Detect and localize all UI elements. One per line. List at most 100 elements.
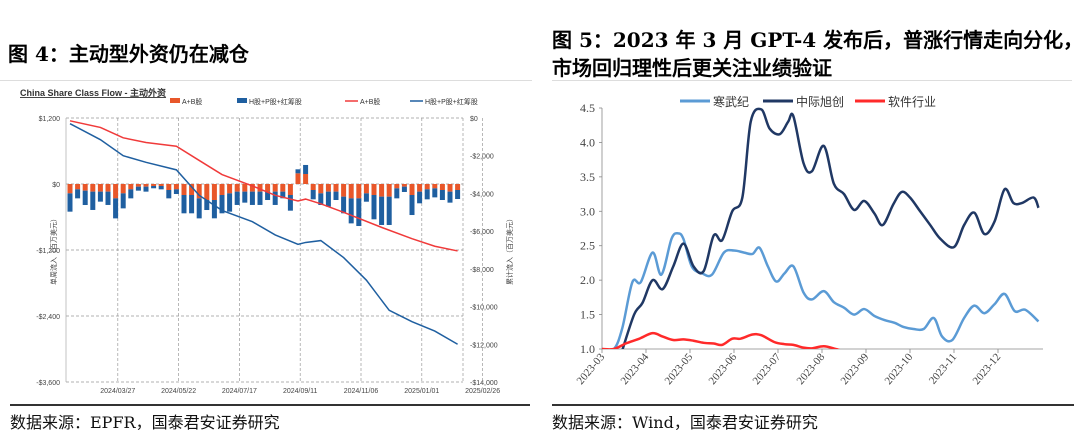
bar-ab — [211, 184, 217, 201]
bar-h — [325, 191, 331, 207]
bar-ab — [371, 184, 377, 195]
y2-tick-label: -$2,000 — [470, 154, 494, 161]
bar-h — [189, 195, 195, 214]
bar-ab — [341, 184, 347, 197]
bar-ab — [128, 184, 134, 190]
bar-h — [417, 191, 423, 204]
bar-ab — [173, 184, 179, 190]
y-tick-label: 4.0 — [580, 135, 595, 149]
bar-ab — [447, 184, 453, 192]
bar-h — [439, 189, 445, 201]
bar-ab — [265, 184, 271, 192]
bar-h — [135, 186, 141, 191]
x-tick-label: 2023-08 — [795, 351, 828, 387]
bar-ab — [318, 184, 324, 194]
y-tick-label: 2.0 — [580, 273, 595, 287]
right-top-rule — [552, 80, 1072, 81]
bar-h — [447, 191, 453, 203]
bar-h — [272, 191, 278, 205]
bar-h — [265, 191, 271, 201]
y2-tick-label: -$6,000 — [470, 229, 494, 236]
bar-ab — [363, 184, 369, 194]
legend-label: 软件行业 — [888, 95, 936, 109]
bar-ab — [113, 184, 119, 199]
bar-ab — [257, 184, 263, 192]
right-figure-title-1: 图 5：2023 年 3 月 GPT-4 发布后，普涨行情走向分化， — [552, 28, 1080, 52]
right-bottom-rule — [552, 404, 1074, 406]
bar-h — [386, 196, 392, 225]
bar-ab — [189, 184, 195, 195]
bar-h — [204, 200, 210, 211]
y2-tick-label: $0 — [470, 116, 478, 123]
bar-ab — [295, 173, 301, 184]
legend-swatch-0 — [170, 98, 180, 103]
y-tick-label: -$2,400 — [36, 314, 60, 321]
bar-ab — [348, 184, 354, 199]
bar-ab — [181, 184, 187, 195]
bar-h — [379, 196, 385, 225]
bar-ab — [67, 184, 73, 194]
bar-h — [143, 186, 149, 192]
bar-ab — [82, 184, 88, 191]
left-source: 数据来源：EPFR，国泰君安证券研究 — [10, 413, 280, 432]
bar-ab — [97, 184, 103, 192]
y-axis-label: 单周流入（百万美元） — [49, 215, 58, 285]
bar-h — [120, 193, 126, 209]
legend-label: 中际旭创 — [796, 94, 844, 109]
legend-swatch-1 — [237, 98, 247, 103]
y-tick-label: -$3,600 — [36, 380, 60, 387]
right-figure-title-2: 市场回归理性后更关注业绩验证 — [552, 56, 832, 80]
x-tick-label: 2023-11 — [927, 351, 960, 386]
left-top-rule — [0, 80, 532, 81]
bar-ab — [242, 184, 248, 192]
bar-ab — [143, 184, 149, 187]
x-tick-label: 2023-07 — [751, 351, 784, 387]
bar-ab — [310, 184, 316, 190]
bar-ab — [227, 184, 233, 194]
series-line-2 — [602, 331, 841, 349]
bar-ab — [280, 184, 286, 192]
bar-ab — [325, 184, 331, 192]
x-tick-label: 2023-09 — [839, 351, 872, 387]
right-source: 数据来源：Wind，国泰君安证券研究 — [552, 413, 818, 432]
bar-h — [371, 195, 377, 220]
y-tick-label: 3.0 — [580, 204, 595, 218]
bar-h — [158, 185, 164, 190]
bar-ab — [219, 184, 225, 195]
legend-label: A+B股 — [360, 98, 380, 106]
bar-ab — [90, 184, 96, 192]
legend-label: H股+P股+红筹股 — [425, 97, 478, 106]
y-tick-label: $0 — [52, 182, 60, 189]
bar-h — [113, 198, 119, 219]
bar-h — [409, 195, 415, 216]
y-tick-label: 4.5 — [580, 101, 595, 115]
x-tick-label: 2023-10 — [883, 351, 916, 387]
y2-tick-label: -$4,000 — [470, 191, 494, 198]
bar-ab — [333, 184, 339, 192]
bar-ab — [409, 184, 415, 195]
bar-h — [363, 193, 369, 202]
bar-h — [211, 200, 217, 219]
x-tick-label: 2024/09/11 — [283, 388, 318, 395]
y-tick-label: -$1,200 — [36, 248, 60, 255]
legend-label: A+B股 — [182, 98, 202, 106]
bar-h — [295, 169, 301, 174]
bar-h — [105, 191, 111, 205]
series-line-1 — [621, 107, 1040, 349]
bar-ab — [386, 184, 392, 197]
line-h-cumulative — [69, 122, 458, 345]
y-tick-label: 3.5 — [580, 170, 595, 184]
bar-h — [280, 191, 286, 199]
y-tick-label: $1,200 — [39, 116, 61, 123]
bar-ab — [249, 184, 255, 192]
bar-h — [333, 191, 339, 201]
legend-label: 寒武纪 — [713, 94, 749, 109]
x-tick-label: 2024/11/06 — [344, 388, 379, 395]
x-tick-label: 2023-05 — [663, 351, 696, 387]
bar-h — [356, 198, 362, 227]
bar-h — [401, 186, 407, 192]
x-tick-label: 2023-12 — [971, 351, 1004, 387]
bar-h — [196, 198, 202, 219]
bar-ab — [135, 184, 141, 187]
x-tick-label: 2024/05/22 — [161, 388, 196, 395]
